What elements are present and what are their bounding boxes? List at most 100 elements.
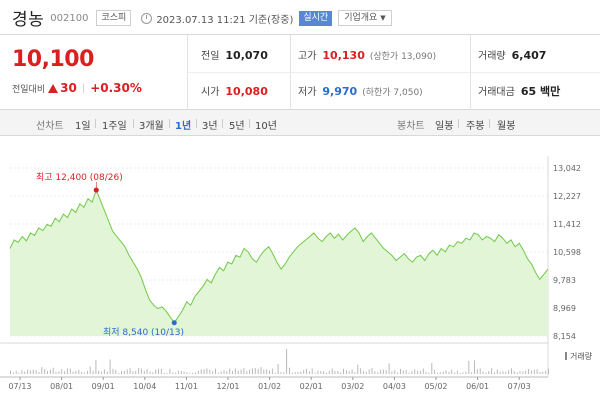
volume-bar <box>465 371 467 374</box>
trade-value: 65 백만 <box>520 85 561 98</box>
volume-bar <box>192 372 194 374</box>
volume-bar <box>345 370 347 374</box>
volume-bar <box>300 371 302 374</box>
volume-bar <box>118 372 120 374</box>
volume-bar <box>84 372 85 374</box>
volume-bar <box>417 370 419 374</box>
volume-bar <box>277 364 279 374</box>
volume-bar <box>101 371 103 374</box>
realtime-button[interactable]: 실시간 <box>299 10 333 26</box>
volume-bar <box>260 367 262 374</box>
tab-1w[interactable]: 1주일 <box>102 121 127 132</box>
volume-bar <box>499 371 501 374</box>
volume-bar <box>271 368 273 374</box>
x-tick-label: 04/03 <box>383 382 406 391</box>
low-cell: 저가 9,970 (하한가 7,050) <box>298 83 423 98</box>
volume-bar <box>454 372 456 374</box>
volume-bar <box>47 370 48 374</box>
volume-bar <box>146 369 148 374</box>
volume-bar <box>172 372 174 374</box>
volume-bar <box>212 371 214 374</box>
volume-bar <box>411 371 413 374</box>
company-info-button[interactable]: 기업개요 ▼ <box>338 10 392 26</box>
x-tick-label: 07/03 <box>508 382 531 391</box>
volume-bar <box>44 368 46 374</box>
volume-bar <box>220 371 222 374</box>
volume-bar <box>431 363 433 374</box>
volume-bar <box>243 368 245 374</box>
volume-bar <box>175 372 177 374</box>
upper-limit: (상한가 13,090) <box>369 52 437 62</box>
volume-bar <box>106 371 108 374</box>
trade-value-label: 거래대금 <box>478 87 515 98</box>
tab-1y[interactable]: 1년 <box>175 121 192 132</box>
volume-bar <box>303 370 305 374</box>
x-tick-label: 05/02 <box>424 382 447 391</box>
current-price: 10,100 <box>12 47 94 72</box>
volume-bar <box>95 360 97 374</box>
tab-3y[interactable]: 3년 <box>202 121 218 132</box>
tab-3m[interactable]: 3개월 <box>139 121 164 132</box>
stock-header: 경농 002100 코스피 2023.07.13 11:21 기준(장중) 실시… <box>0 0 600 34</box>
volume-bar <box>121 371 122 374</box>
volume-bar <box>24 371 26 374</box>
volume-bar <box>340 372 342 374</box>
chevron-down-icon: ▼ <box>380 14 386 22</box>
volume-bar <box>217 372 219 374</box>
volume-bar <box>468 360 470 374</box>
tab-weekly[interactable]: 주봉 <box>466 121 485 132</box>
x-tick-label: 03/02 <box>341 382 364 391</box>
volume-bar <box>160 368 162 374</box>
volume-bar <box>388 363 390 374</box>
volume-bar <box>135 370 137 374</box>
volume-bar <box>32 369 34 374</box>
volume-value: 6,407 <box>511 49 547 62</box>
volume-bar <box>545 370 547 374</box>
volume-bar <box>360 368 362 374</box>
volume-bar <box>419 370 421 374</box>
tab-daily[interactable]: 일봉 <box>435 121 454 132</box>
volume-bar <box>306 368 307 374</box>
volume-bar <box>180 371 182 374</box>
volume-bar <box>542 371 544 374</box>
change-value: 30 <box>60 81 77 95</box>
volume-bar <box>485 372 487 374</box>
x-axis: 07/13 08/01 09/01 10/04 11/01 12/01 01/02 02/01… <box>8 377 531 391</box>
candle-chart-label: 봉차트 <box>397 121 425 132</box>
tab-separator <box>222 119 223 128</box>
y-tick-label: 10,598 <box>553 248 581 257</box>
volume-bar <box>92 370 94 374</box>
volume-bar <box>41 367 43 374</box>
volume-bar <box>215 368 216 374</box>
volume-bar <box>115 369 117 374</box>
tab-1d[interactable]: 1일 <box>75 121 91 132</box>
tab-10y[interactable]: 10년 <box>255 121 277 132</box>
volume-bar <box>425 371 427 374</box>
y-tick-label: 8,154 <box>553 332 576 341</box>
quote-panel: 10,100 전일대비 30 | +0.30% 전일 10,070 고가 10,13… <box>0 34 600 110</box>
min-marker <box>171 320 177 326</box>
volume-bar <box>126 369 128 374</box>
tab-monthly[interactable]: 월봉 <box>497 121 516 132</box>
price-area <box>10 190 548 336</box>
price-chart: 13,04212,22711,41210,5989,7838,9698,154 … <box>0 156 593 391</box>
volume-bar <box>448 371 450 374</box>
volume-legend-label: 거래량 <box>570 351 593 361</box>
volume-bar <box>371 368 373 374</box>
lower-limit: (하한가 7,050) <box>362 88 423 98</box>
volume-bar <box>314 372 316 374</box>
volume-bar <box>64 371 66 374</box>
volume-bar <box>12 372 14 374</box>
volume-bar <box>530 370 532 374</box>
volume-bar <box>459 373 461 374</box>
volume-bar <box>348 371 350 374</box>
volume-bar <box>533 369 535 374</box>
tab-5y[interactable]: 5년 <box>229 121 245 132</box>
volume-bar <box>289 367 290 374</box>
volume-bar <box>263 369 265 374</box>
volume-bar <box>269 370 270 374</box>
volume-bar <box>257 368 259 374</box>
volume-bar <box>209 369 211 374</box>
low-value: 9,970 <box>322 85 358 98</box>
max-label: 최고 12,400 (08/26) <box>36 172 123 183</box>
